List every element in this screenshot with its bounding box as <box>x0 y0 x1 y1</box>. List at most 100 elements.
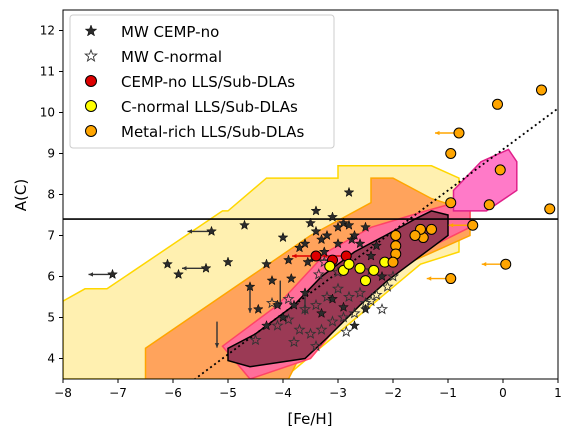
mw-c-normal-star <box>265 296 279 309</box>
mw-c-normal-star <box>353 286 367 298</box>
metal-rich-lls-point <box>500 258 512 270</box>
c-normal-lls-point <box>360 275 371 287</box>
mw-cemp-no-star <box>299 237 311 249</box>
mw-cemp-no-star <box>244 281 256 292</box>
mw-cemp-no-star <box>343 186 355 198</box>
mw-cemp-no-star <box>343 219 355 230</box>
mw-cemp-no-star <box>261 319 272 331</box>
upper-limit-arrow-head <box>292 253 297 259</box>
legend: MW CEMP-no MW C-normal CEMP-no LLS/Sub-D… <box>69 14 335 149</box>
legend-label-mw-cemp-no: MW CEMP-no <box>121 23 219 41</box>
mw-cemp-no-star <box>310 225 322 236</box>
mw-c-normal-star <box>249 333 262 346</box>
mw-cemp-no-star <box>277 311 289 323</box>
mw-cemp-no-star <box>318 246 330 257</box>
x-tick-label: −1 <box>439 386 457 400</box>
mw-c-normal-star <box>298 302 312 315</box>
mw-cemp-no-star <box>206 225 217 236</box>
y-tick-label: 10 <box>40 106 55 120</box>
c-normal-lls-point <box>343 258 355 270</box>
mw-c-normal-star <box>340 325 353 337</box>
mw-cemp-no-star <box>107 268 118 280</box>
mw-cemp-no-star <box>277 231 289 243</box>
mw-cemp-no-star <box>299 287 311 298</box>
mw-cemp-no-star <box>272 299 283 310</box>
legend-label-metal-rich-lls: Metal-rich LLS/Sub-DLAs <box>121 123 304 141</box>
y-tick-label: 6 <box>47 270 55 284</box>
metal-rich-lls-point <box>453 127 465 139</box>
mw-cemp-no-star <box>200 262 212 273</box>
mw-cemp-no-star <box>321 229 333 241</box>
y-axis-ticks: 4 5 6 7 8 9 10 11 12 <box>40 24 63 366</box>
legend-label-mw-c-normal: MW C-normal <box>121 48 222 66</box>
mw-cemp-no-star <box>327 293 338 304</box>
mw-cemp-no-star <box>365 250 377 261</box>
mw-cemp-no-star <box>310 205 322 216</box>
mw-c-normal-star <box>386 270 400 282</box>
mw-c-normal-star <box>320 290 334 303</box>
legend-marker-metal-rich-lls <box>85 125 97 137</box>
y-tick-label: 5 <box>47 311 55 325</box>
mw-c-normal-star <box>271 319 284 331</box>
c-normal-lls-point <box>354 262 366 274</box>
mw-cemp-no-star <box>222 256 234 267</box>
x-tick-label: 0 <box>499 386 507 400</box>
mw-cemp-no-star <box>288 299 300 310</box>
mw-cemp-no-star <box>360 221 371 232</box>
upper-limit-arrow-head <box>182 266 187 271</box>
x-tick-label: −6 <box>164 386 182 400</box>
c-normal-lls-point <box>324 260 336 272</box>
mw-c-normal-star <box>287 335 301 348</box>
mw-cemp-no-star <box>332 237 344 249</box>
mw-cemp-no-star <box>338 217 349 228</box>
x-tick-label: −7 <box>109 386 127 400</box>
legend-box <box>69 14 335 149</box>
mw-c-normal-star <box>309 339 323 352</box>
mw-cemp-no-star <box>261 258 272 269</box>
metal-rich-lls-point <box>426 223 437 235</box>
lower-direction-arrow-head <box>214 343 220 348</box>
mw-c-normal-star <box>312 268 325 280</box>
metal-rich-lls-point <box>483 199 495 211</box>
mw-c-normal-star <box>304 327 317 339</box>
legend-marker-c-normal-lls <box>85 100 97 112</box>
x-tick-label: −2 <box>384 386 402 400</box>
x-tick-label: −4 <box>274 386 292 400</box>
y-axis-label: A(C) <box>12 179 30 211</box>
upper-limit-arrow-head <box>426 276 432 281</box>
lower-direction-arrow-head <box>247 308 253 313</box>
lower-direction-arrow-head <box>302 310 308 315</box>
legend-marker-cemp-no-lls <box>85 75 97 87</box>
y-tick-label: 11 <box>40 65 55 79</box>
mw-cemp-no-star <box>266 274 278 286</box>
y-tick-label: 9 <box>47 147 55 161</box>
mw-c-normal-star <box>375 302 389 315</box>
x-tick-label: −3 <box>329 386 347 400</box>
legend-label-c-normal-lls: C-normal LLS/Sub-DLAs <box>121 98 298 116</box>
mw-cemp-no-star <box>162 258 173 269</box>
legend-label-cemp-no-lls: CEMP-no LLS/Sub-DLAs <box>121 73 295 91</box>
upper-limit-arrow-head <box>187 229 193 234</box>
c-normal-lls-point <box>368 264 380 276</box>
mw-cemp-no-star <box>239 219 250 230</box>
mw-cemp-no-star <box>283 254 294 265</box>
legend-marker-mw-c-normal <box>84 48 98 62</box>
mw-c-normal-star <box>331 282 345 294</box>
mw-c-normal-star <box>381 280 394 292</box>
mw-cemp-no-star <box>316 307 327 318</box>
metal-rich-lls-point <box>387 256 399 268</box>
mw-cemp-no-star <box>360 303 371 314</box>
y-tick-label: 8 <box>47 188 55 202</box>
metal-rich-lls-point <box>494 164 506 176</box>
metal-rich-lls-point <box>445 197 457 209</box>
mw-cemp-no-star <box>354 237 366 249</box>
mw-cemp-no-star <box>349 229 360 241</box>
upper-limit-arrow-head <box>88 272 94 277</box>
x-tick-label: −5 <box>219 386 237 400</box>
cemp-no-lls-point <box>310 250 322 262</box>
metal-rich-lls-point <box>467 219 479 231</box>
upper-limit-arrow-head <box>448 223 454 228</box>
mw-c-normal-star <box>282 292 295 305</box>
legend-marker-mw-cemp-no <box>84 24 98 37</box>
metal-rich-lls-point <box>390 230 402 241</box>
